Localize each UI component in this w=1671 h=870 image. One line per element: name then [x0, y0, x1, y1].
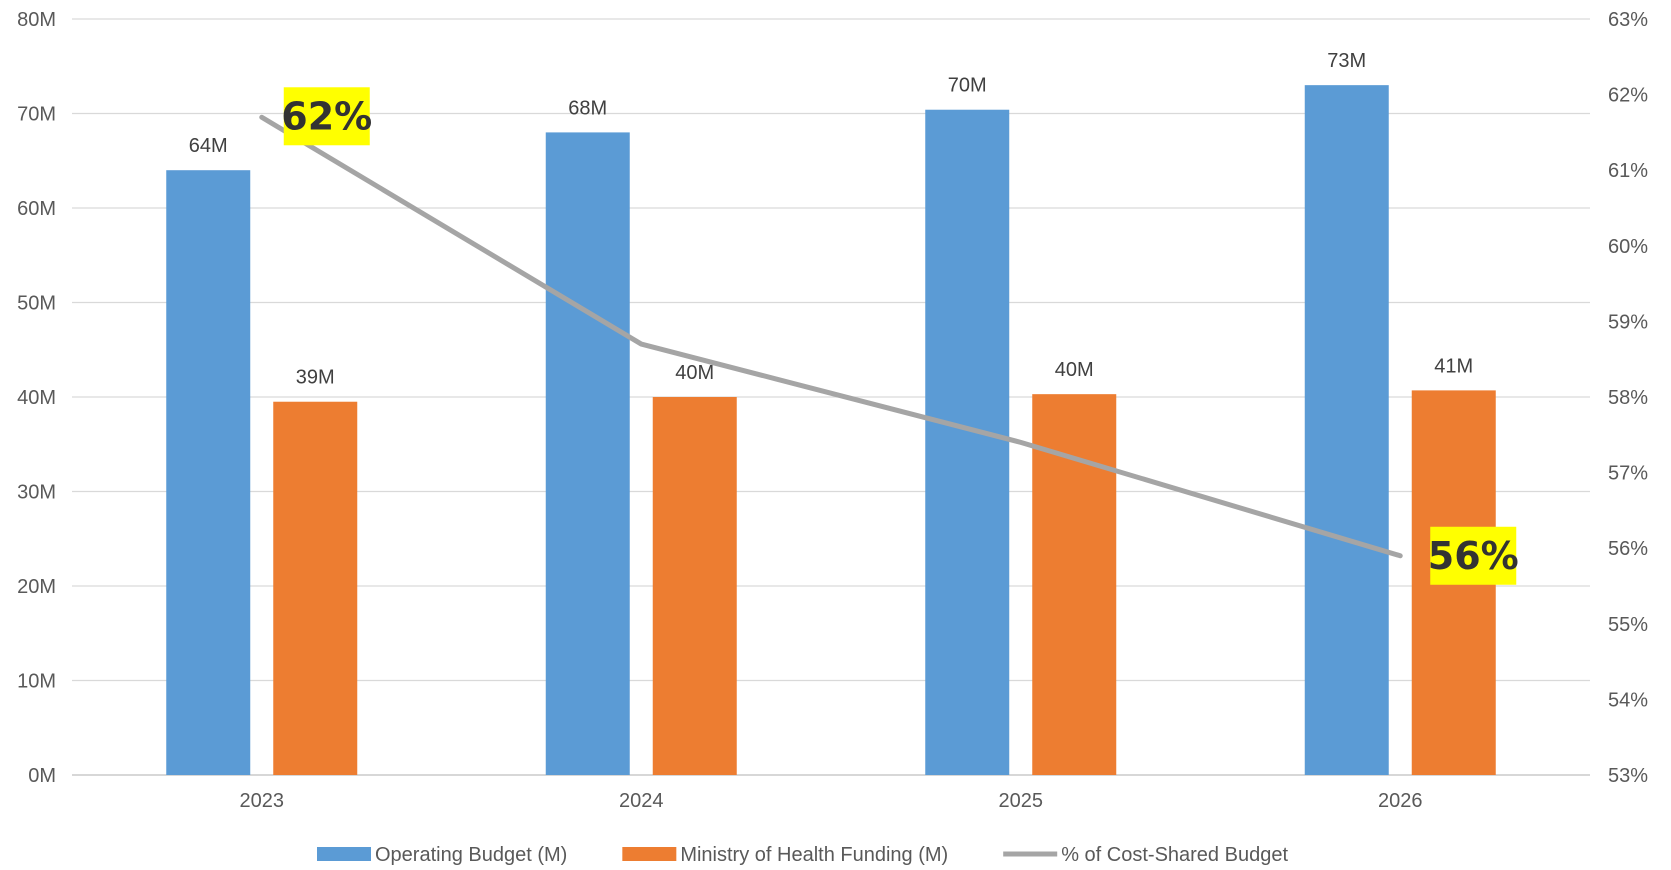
x-tick-label: 2023	[240, 790, 285, 812]
left-tick-label: 0M	[28, 765, 56, 787]
bar-data-label: 64M	[189, 135, 228, 157]
right-y-axis: 53% 54% 55% 56% 57% 58% 59% 60% 61% 62% 63%	[1608, 9, 1648, 787]
bar-data-label: 39M	[296, 367, 335, 389]
percent-callouts: 62% 56%	[281, 87, 1519, 585]
percent-line	[259, 114, 1403, 559]
right-tick-label: 63%	[1608, 9, 1648, 31]
bar-data-label: 70M	[948, 75, 987, 97]
right-tick-label: 62%	[1608, 85, 1648, 107]
x-tick-label: 2024	[619, 790, 664, 812]
left-tick-label: 60M	[17, 198, 56, 220]
bar-data-label: 73M	[1327, 50, 1366, 72]
left-tick-label: 40M	[17, 387, 56, 409]
right-tick-label: 55%	[1608, 614, 1648, 636]
legend-label: Operating Budget (M)	[375, 844, 567, 866]
legend-swatch	[317, 847, 371, 861]
left-y-axis: 0M 10M 20M 30M 40M 50M 60M 70M 80M	[17, 9, 56, 787]
bars	[166, 85, 1496, 776]
left-tick-label: 50M	[17, 293, 56, 315]
right-tick-label: 54%	[1608, 689, 1648, 711]
bar-data-label: 40M	[675, 362, 714, 384]
callout-label: 56%	[1428, 534, 1519, 578]
right-tick-label: 60%	[1608, 236, 1648, 258]
x-tick-label: 2026	[1378, 790, 1423, 812]
operating-budget-bar	[1304, 85, 1389, 775]
legend-label: % of Cost-Shared Budget	[1061, 844, 1288, 866]
ministry-funding-bar	[273, 401, 358, 775]
left-tick-label: 30M	[17, 482, 56, 504]
callout-highlight	[283, 87, 370, 146]
ministry-funding-bar	[652, 397, 737, 775]
right-tick-label: 53%	[1608, 765, 1648, 787]
right-tick-label: 59%	[1608, 311, 1648, 333]
left-tick-label: 20M	[17, 576, 56, 598]
x-axis: 2023 2024 2025 2026	[240, 790, 1423, 812]
left-tick-label: 80M	[17, 9, 56, 31]
callout-label: 62%	[281, 94, 372, 138]
right-tick-label: 57%	[1608, 463, 1648, 485]
bar-data-label: 40M	[1055, 359, 1094, 381]
legend-label: Ministry of Health Funding (M)	[680, 844, 948, 866]
right-tick-label: 58%	[1608, 387, 1648, 409]
operating-budget-bar	[925, 109, 1010, 776]
x-tick-label: 2025	[999, 790, 1044, 812]
right-tick-label: 56%	[1608, 538, 1648, 560]
bar-data-label: 68M	[568, 97, 607, 119]
operating-budget-bar	[545, 132, 630, 775]
bar-data-label: 41M	[1434, 355, 1473, 377]
left-tick-label: 70M	[17, 104, 56, 126]
bar-data-labels: 64M 39M 68M 40M 70M 40M 73M 41M	[189, 50, 1473, 389]
callout-highlight	[1430, 526, 1517, 585]
operating-budget-bar	[166, 170, 251, 775]
left-tick-label: 10M	[17, 671, 56, 693]
legend-swatch	[622, 847, 677, 861]
legend: Operating Budget (M) Ministry of Health F…	[317, 844, 1288, 866]
right-tick-label: 61%	[1608, 160, 1648, 182]
cost-shared-percent-line	[259, 114, 1403, 559]
